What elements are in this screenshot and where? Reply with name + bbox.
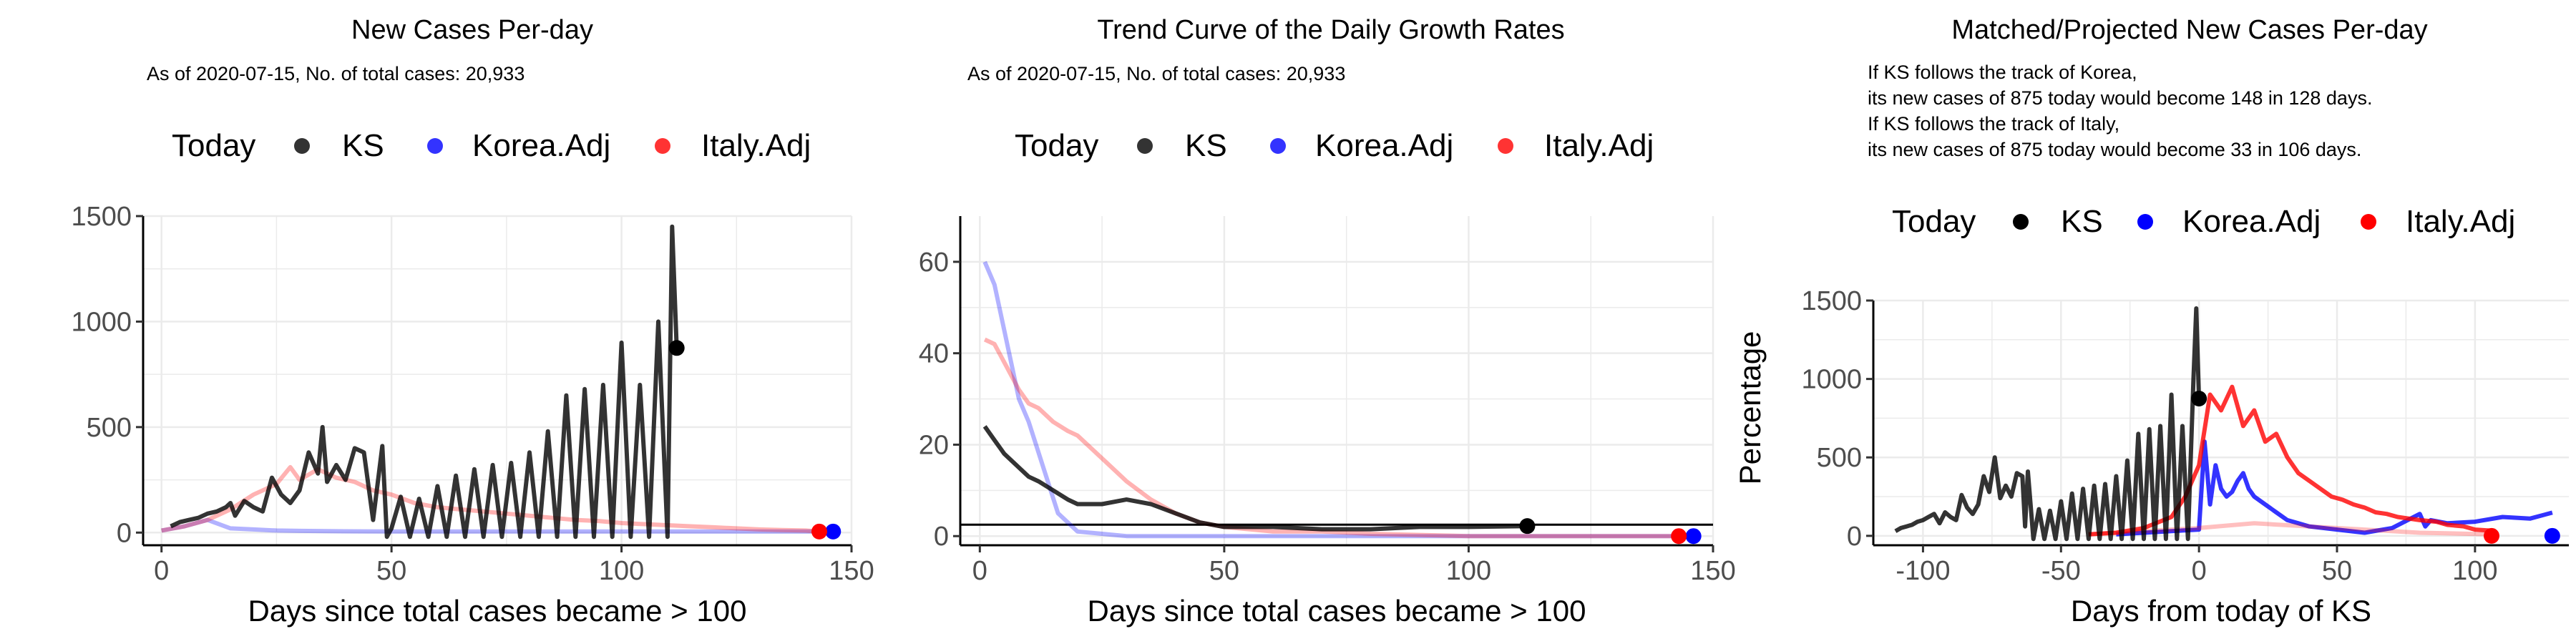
chart-subtitle: As of 2020-07-15, No. of total cases: 20… [967,63,1345,84]
x-axis-label: Days since total cases became > 100 [1088,594,1586,628]
legend-ks-label: KS [1185,128,1227,163]
legend-ks-swatch [294,138,310,154]
panel-growth-rates: Trend Curve of the Daily Growth Rates As… [859,0,1767,644]
chart-projected: Matched/Projected New Cases Per-day If K… [1801,15,2569,628]
series-group [982,260,1694,539]
series-line-ks [982,425,1528,532]
legend-korea-swatch [427,138,443,154]
chart-title: New Cases Per-day [351,15,593,45]
panel-new-cases: New Cases Per-day As of 2020-07-15, No. … [0,0,874,644]
chart-subtitle: As of 2020-07-15, No. of total cases: 20… [147,63,525,84]
x-axis-label: Days since total cases became > 100 [248,594,747,628]
grid [960,216,1714,545]
x-tick-label: 50 [376,556,406,586]
x-tick-label: 0 [154,556,169,586]
y-tick-label: 20 [919,430,949,460]
chart-new-cases: New Cases Per-day As of 2020-07-15, No. … [71,15,874,628]
series-line-italy-adj [2088,384,2492,537]
legend-title: Today [172,128,255,163]
panel-projected: Matched/Projected New Cases Per-day If K… [1717,0,2576,644]
legend-ks-swatch [1137,138,1153,154]
chart-growth-rates: Trend Curve of the Daily Growth Rates As… [919,15,1767,628]
legend-korea-swatch [2137,214,2153,230]
x-tick-label: 0 [972,556,987,586]
today-point-italy-adj [811,523,827,540]
y-tick-label: 0 [934,522,949,552]
x-axis-label: Days from today of KS [2071,594,2371,628]
grid [1873,299,2569,545]
y-tick-label: 1000 [1801,365,1862,395]
annotation-line-2: its new cases of 875 today would become … [1868,87,2372,109]
x-tick-label: 50 [1209,556,1239,586]
legend-korea-swatch [1270,138,1286,154]
x-tick-label: 0 [2192,556,2207,586]
legend-ks-swatch [2013,214,2029,230]
annotation-line-4: its new cases of 875 today would become … [1868,139,2361,160]
y-tick-label: 1500 [71,202,132,232]
x-tick-label: 100 [1446,556,1491,586]
legend: Today KS Korea.Adj Italy.Adj [1892,204,2515,239]
series-line-ks [170,224,679,540]
y-tick-label: 0 [1847,522,1862,552]
legend-italy-label: Italy.Adj [701,128,811,163]
plot-area: 0 50 100 150 0 20 40 60 [919,216,1736,586]
legend-ks-label: KS [342,128,384,163]
legend-korea-label: Korea.Adj [2182,204,2321,239]
y-tick-label: 1500 [1801,286,1862,316]
today-point-korea-adj [825,523,841,540]
annotation-line-3: If KS follows the track of Italy, [1868,113,2119,135]
grid [143,215,853,545]
today-point-korea-adj [2544,527,2560,544]
today-point-italy-adj [2484,527,2499,544]
x-tick-label: 100 [599,556,644,586]
series-line-korea-adj [161,517,834,534]
x-tick-label: 150 [1690,556,1735,586]
x-tick-label: 50 [2322,556,2352,586]
y-axis-label: Percentage [1733,331,1767,485]
y-tick-label: 0 [117,518,132,548]
y-tick-label: 1000 [71,307,132,337]
x-tick-label: 100 [2452,556,2497,586]
y-tick-label: 60 [919,248,949,278]
x-tick-label: -50 [2041,556,2081,586]
chart-title: Matched/Projected New Cases Per-day [1951,15,2427,45]
today-point-italy-adj [1671,528,1687,545]
annotation-line-1: If KS follows the track of Korea, [1868,62,2137,83]
legend-italy-swatch [655,138,670,154]
series-line-ks [1894,306,2202,542]
x-tick-label: -100 [1896,556,1950,586]
legend-ks-label: KS [2061,204,2103,239]
legend-italy-label: Italy.Adj [2406,204,2515,239]
today-point-ks [1519,518,1536,535]
legend-italy-label: Italy.Adj [1544,128,1654,163]
y-tick-label: 500 [87,413,132,443]
legend-title: Today [1892,204,1976,239]
legend-korea-label: Korea.Adj [1315,128,1453,163]
series-line-italy-adj [161,464,820,534]
legend: Today KS Korea.Adj Italy.Adj [1015,128,1654,163]
today-point-ks [2191,391,2207,407]
series-line-italy-adj [983,337,1679,539]
legend-korea-label: Korea.Adj [472,128,610,163]
legend-italy-swatch [1498,138,1513,154]
y-tick-label: 40 [919,339,949,369]
legend-italy-swatch [2361,214,2376,230]
today-point-ks [668,340,685,356]
x-tick-label: 150 [829,556,874,586]
legend: Today KS Korea.Adj Italy.Adj [172,128,811,163]
chart-title: Trend Curve of the Daily Growth Rates [1097,15,1564,45]
legend-title: Today [1015,128,1098,163]
series-line-korea-adj [982,260,1694,539]
series-group [161,224,834,540]
today-point-korea-adj [1685,528,1702,545]
series-group [1894,306,2553,542]
y-tick-label: 500 [1817,443,1862,473]
